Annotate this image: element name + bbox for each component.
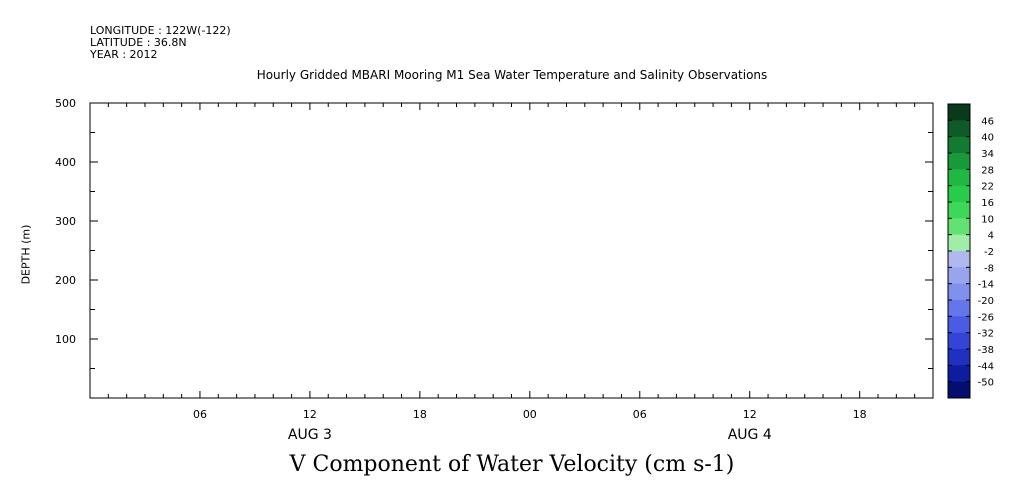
colorbar-swatch	[948, 169, 970, 187]
colorbar-swatch	[948, 381, 970, 399]
colorbar-swatch	[948, 218, 970, 236]
colorbar-swatch	[948, 316, 970, 334]
colorbar-swatch	[948, 153, 970, 170]
colorbar-swatch	[948, 136, 970, 154]
colorbar-swatch	[948, 349, 970, 366]
x-tick-label: 18	[413, 408, 427, 421]
colorbar-label: 16	[981, 198, 994, 209]
colorbar-label: -38	[978, 345, 994, 356]
colorbar-label: -20	[978, 296, 994, 307]
colorbar-swatch	[948, 185, 970, 203]
colorbar-swatch	[948, 120, 970, 138]
colorbar-swatch	[948, 332, 970, 350]
y-tick-label: 400	[55, 156, 76, 169]
colorbar-label: -14	[978, 280, 994, 291]
colorbar-label: 46	[981, 116, 994, 127]
colorbar-label: 22	[981, 182, 994, 193]
colorbar-label: 40	[981, 133, 994, 144]
colorbar-label: -50	[978, 378, 994, 389]
x-tick-label: 18	[853, 408, 867, 421]
plot-frame	[89, 102, 934, 399]
x-tick-label: 12	[743, 408, 757, 421]
x-date-label: AUG 4	[728, 427, 772, 443]
x-tick-label: 06	[633, 408, 647, 421]
colorbar-swatch	[948, 251, 970, 268]
colorbar-swatch	[948, 104, 970, 121]
x-tick-label: 00	[523, 408, 537, 421]
colorbar-swatch	[948, 283, 970, 301]
chart-title: Hourly Gridded MBARI Mooring M1 Sea Wate…	[256, 68, 768, 82]
colorbar: 46 40 34 28 22 16 10 4 -2 -8 -14 -20 -26 -32 -38 -44 -50	[947, 103, 994, 399]
colorbar-label: 34	[981, 149, 994, 160]
colorbar-swatch	[948, 267, 970, 285]
axes: 06 12 18 00 06 12 18 AUG 3 AUG 4 100 200 300 400 500	[55, 97, 934, 443]
colorbar-label: -32	[978, 329, 994, 340]
x-tick-label: 12	[303, 408, 317, 421]
y-tick-label: 500	[55, 97, 76, 110]
colorbar-label: -44	[978, 361, 994, 372]
x-date-label: AUG 3	[288, 427, 332, 443]
colorbar-label: -8	[984, 263, 994, 274]
longitude-label: LONGITUDE : 122W(-122)	[90, 24, 231, 37]
x-tick-label: 06	[193, 408, 207, 421]
y-tick-label: 100	[55, 333, 76, 346]
colorbar-swatch	[948, 202, 970, 219]
y-tick-label: 200	[55, 274, 76, 287]
colorbar-label: 28	[981, 165, 994, 176]
colorbar-swatch	[948, 234, 970, 252]
colorbar-label: 10	[981, 214, 994, 225]
year-label: YEAR : 2012	[90, 48, 158, 61]
colorbar-label: 4	[988, 231, 994, 242]
colorbar-swatch	[948, 365, 970, 383]
colorbar-swatch	[948, 300, 970, 317]
colorbar-label: -26	[978, 312, 994, 323]
y-tick-label: 300	[55, 215, 76, 228]
chart-subtitle: V Component of Water Velocity (cm s-1)	[289, 452, 735, 477]
colorbar-label: -2	[984, 247, 994, 258]
latitude-label: LATITUDE : 36.8N	[90, 36, 187, 49]
